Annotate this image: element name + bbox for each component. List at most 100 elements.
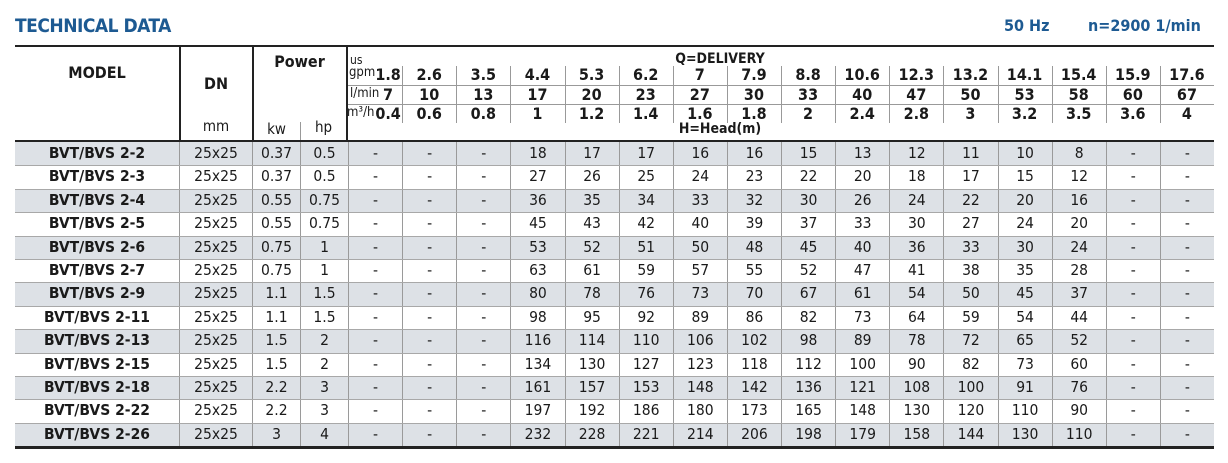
m3h-value: 2 [803,104,814,123]
head-cell: 48 [726,235,781,259]
model-cell: BVT/BVS 2-11 [44,307,150,326]
gpm-value: 4.4 [524,65,551,84]
gpm-value: 14.1 [1006,65,1043,84]
row-divider [15,329,1214,331]
head-cell: - [1105,376,1160,400]
gpm-value: 6.2 [632,65,659,84]
head-cell: - [456,142,510,166]
kw-cell: 1.5 [252,329,300,353]
table-row: BVT/BVS 2-3 25x25 0.37 0.5- - -27 26 25 24 23 22 20… [15,165,1214,189]
table-bottom-border [15,446,1214,449]
head-cell: 17 [564,142,619,166]
head-cell: 15 [781,142,835,166]
lmin-unit: l/min [350,86,380,101]
head-cell: 57 [672,259,727,283]
head-cell: 116 [510,329,564,353]
head-cell: - [1159,235,1214,259]
dn-cell: 25x25 [179,305,252,330]
head-cell: 30 [889,212,943,236]
lmin-value: 50 [960,85,981,104]
head-cell: 95 [564,305,619,330]
table-row: BVT/BVS 2-4 25x25 0.55 0.75- - -36 35 34 33 32 30 2… [15,188,1214,213]
head-cell: 130 [997,422,1052,447]
lmin-value: 17 [527,85,548,104]
head-cell: 36 [510,188,564,213]
kw-cell: 1.5 [252,352,300,376]
row-divider [15,282,1214,284]
head-cell: 26 [564,165,619,189]
head-cell: - [456,305,510,330]
head-cell: - [1105,282,1160,306]
row-divider [15,235,1214,237]
head-cell: 17 [618,142,673,166]
head-cell: - [348,305,402,330]
head-cell: - [456,235,510,259]
hp-cell: 2 [300,352,348,376]
head-cell: 110 [1051,422,1106,447]
delivery-header: Q=DELIVERY [675,51,765,67]
m3h-value: 0.8 [470,104,497,123]
head-cell: 37 [781,212,835,236]
head-cell: 90 [889,352,943,376]
head-cell: 24 [997,212,1052,236]
head-cell: - [1105,305,1160,330]
head-cell: - [1159,142,1214,166]
divider [835,66,837,123]
head-cell: 34 [618,188,673,213]
m3h-value: 2.4 [849,104,875,123]
head-cell: 158 [889,422,943,447]
head-cell: 53 [510,235,564,259]
divider [300,122,301,140]
head-cell: 11 [943,142,997,166]
head-cell: 221 [618,422,673,447]
head-cell: 112 [781,352,835,376]
head-cell: 17 [943,165,997,189]
head-cell: 179 [835,422,889,447]
row-divider [15,165,1214,167]
lmin-value: 7 [383,85,394,104]
head-cell: 40 [835,235,889,259]
m3h-value: 1.2 [578,104,605,123]
head-cell: - [1159,259,1214,283]
dn-cell: 25x25 [179,352,252,376]
gpm-value: 13.2 [952,65,989,84]
divider [510,66,512,123]
head-cell: - [456,165,510,189]
head-cell: 197 [510,399,564,423]
head-cell: - [348,376,402,400]
m3h-value: 1.6 [687,104,713,123]
m3h-unit: m³/h [347,105,375,120]
head-cell: 30 [997,235,1052,259]
head-header: H=Head(m) [678,121,762,137]
head-cell: 180 [672,399,727,423]
dn-cell: 25x25 [179,376,252,400]
head-cell: 24 [889,188,943,213]
gpm-value: 7.9 [741,65,767,84]
head-cell: 13 [835,142,889,166]
head-cell: 45 [781,235,835,259]
head-cell: 45 [510,212,564,236]
head-cell: 102 [726,329,781,353]
head-cell: 60 [1051,352,1106,376]
head-cell: 232 [510,422,564,447]
model-cell: BVT/BVS 2-7 [48,261,146,279]
lmin-value: 30 [743,85,764,104]
table-row: BVT/BVS 2-22 25x25 2.2 3- - -197 192 186 180 173 1… [15,399,1214,423]
dn-unit: mm [202,117,230,135]
frequency-label: 50 Hz [1004,16,1050,35]
lmin-value: 60 [1122,85,1143,104]
head-cell: - [1105,422,1160,447]
divider [672,66,674,123]
head-cell: 127 [618,352,673,376]
head-cell: 73 [672,282,727,306]
head-cell: - [348,282,402,306]
head-cell: 73 [997,352,1052,376]
head-cell: 18 [510,142,564,166]
head-cell: - [1159,399,1214,423]
head-cell: 106 [672,329,727,353]
head-cell: 165 [781,399,835,423]
dn-cell: 25x25 [179,259,252,283]
head-cell: - [456,329,510,353]
kw-cell: 3 [252,422,300,447]
divider [1105,66,1107,123]
